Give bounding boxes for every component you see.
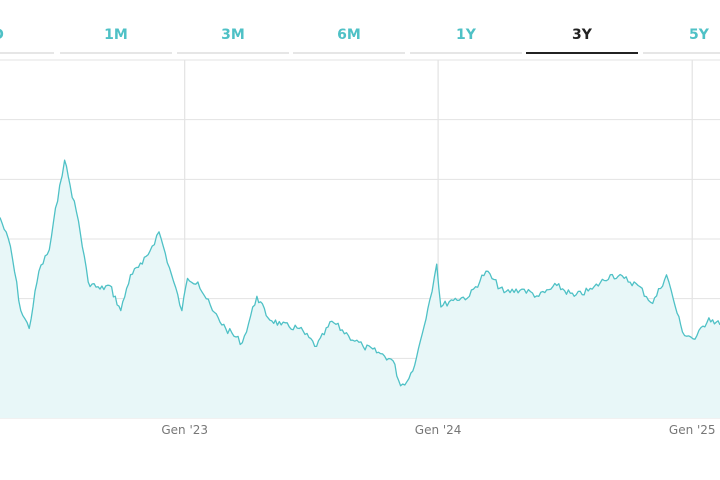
- x-tick-label: Gen '24: [415, 423, 462, 437]
- x-axis-ticks: Gen '23 Gen '24 Gen '25: [161, 423, 715, 437]
- tab-label: 5Y: [689, 27, 709, 43]
- series-line: [0, 159, 720, 387]
- tab-5y[interactable]: 5Y: [643, 0, 720, 54]
- tab-label: 3Y: [572, 27, 592, 43]
- tab-1y[interactable]: 1Y: [410, 0, 522, 54]
- period-tabs: D 1M 3M 6M 1Y 3Y 5Y: [0, 0, 720, 56]
- tab-3m[interactable]: 3M: [177, 0, 289, 54]
- x-tick-label: Gen '25: [669, 423, 716, 437]
- tab-1d[interactable]: D: [0, 0, 54, 54]
- tab-label: D: [0, 27, 4, 43]
- tab-label: 1M: [104, 27, 128, 43]
- tab-1m[interactable]: 1M: [60, 0, 172, 54]
- x-tick-label: Gen '23: [161, 423, 208, 437]
- tab-6m[interactable]: 6M: [293, 0, 405, 54]
- series-area: [0, 160, 720, 418]
- tab-label: 6M: [337, 27, 361, 43]
- tab-label: 3M: [221, 27, 245, 43]
- tab-3y[interactable]: 3Y: [526, 0, 638, 54]
- tab-label: 1Y: [456, 27, 476, 43]
